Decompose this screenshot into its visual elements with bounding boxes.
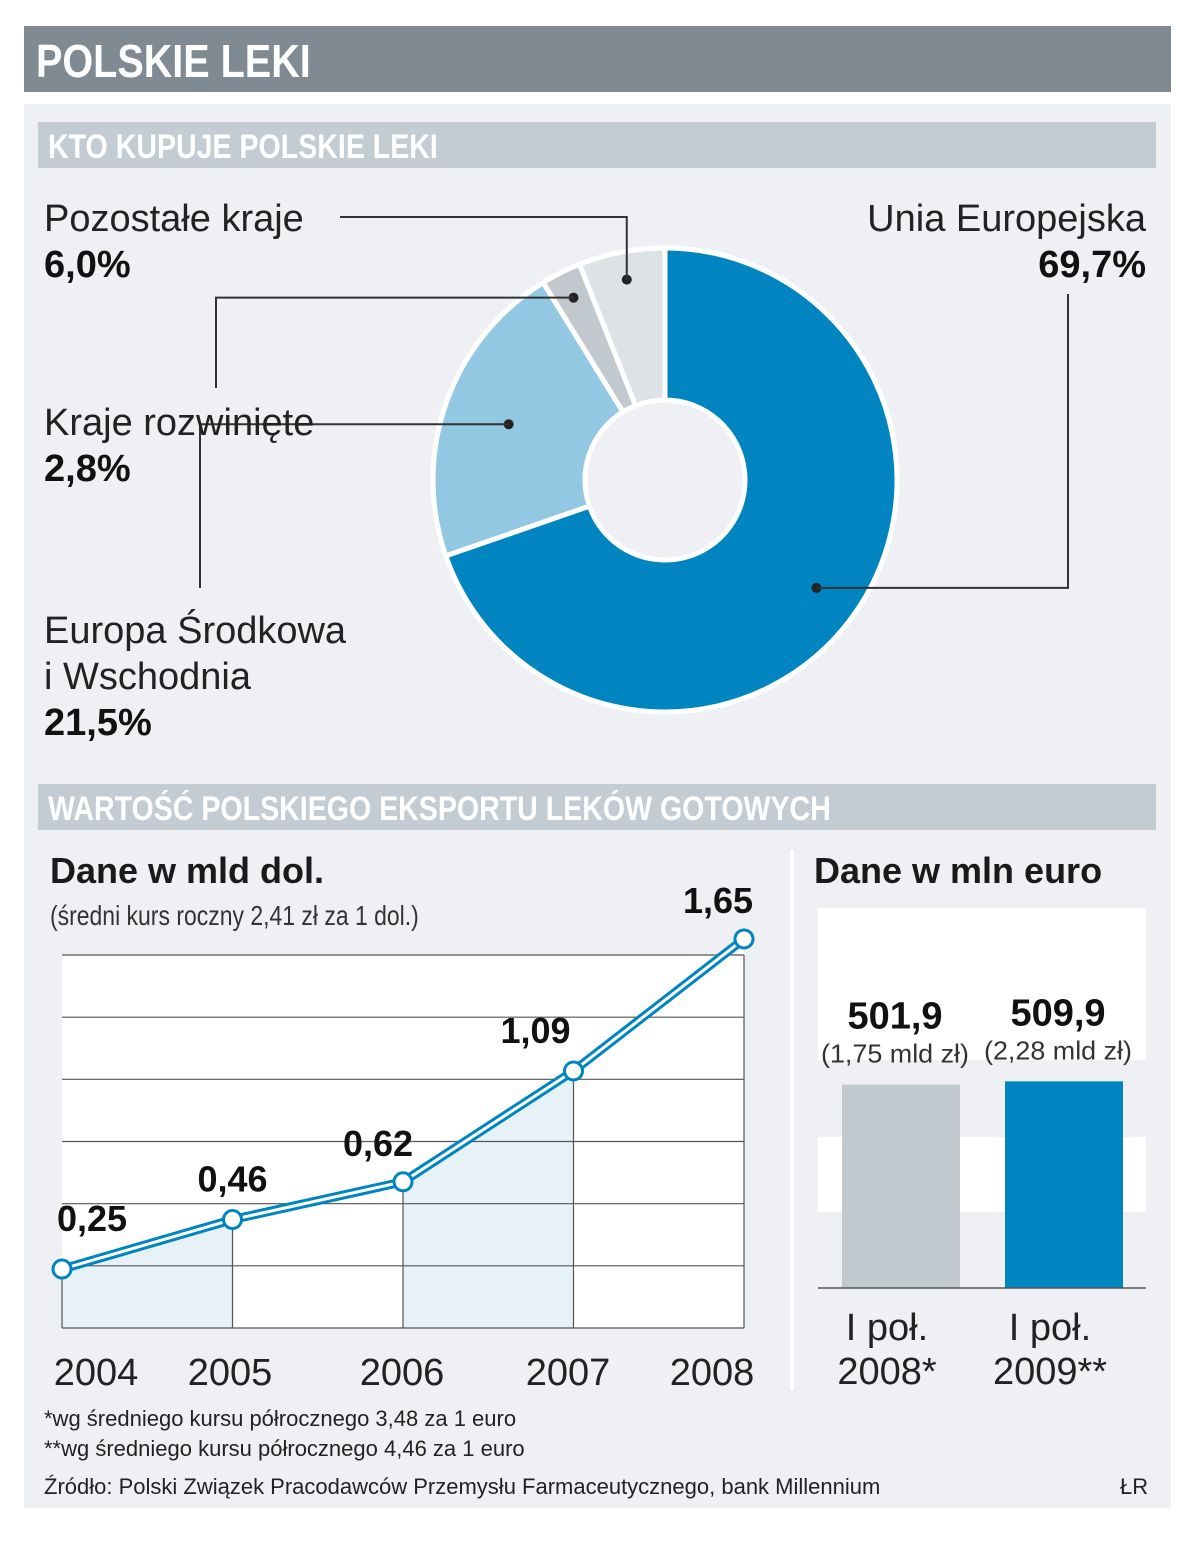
pie-value-ue: 69,7% (1038, 244, 1146, 286)
line-value-label-2007: 1,09 (500, 1010, 570, 1051)
bar-sublabel-0: (1,75 mld zł) (821, 1039, 969, 1069)
pie-label-europa-line2: i Wschodnia (44, 656, 251, 698)
pie-leader-europa (199, 423, 509, 588)
bar-category-0-line1: I poł. (846, 1307, 928, 1349)
line-value-label-2005: 0,46 (197, 1159, 267, 1200)
line-value-label-2008: 1,65 (683, 880, 753, 921)
line-point-2008 (733, 928, 755, 950)
footnote-1: *wg średniego kursu półrocznego 3,48 za … (44, 1406, 517, 1431)
line-point-2007 (563, 1060, 584, 1082)
line-area-segment-3 (573, 938, 744, 1328)
bar-0 (842, 1084, 960, 1288)
pie-value-europa: 21,5% (44, 702, 152, 744)
line-chart-title: Dane w mld dol. (50, 850, 325, 891)
line-area-segment-2 (403, 1070, 574, 1328)
line-xtick-2005: 2005 (188, 1352, 273, 1394)
bar-value-label-1: 509,9 (1010, 992, 1105, 1034)
pie-label-pozostale: Pozostałe kraje (44, 198, 304, 240)
section-bar-buyers: KTO KUPUJE POLSKIE LEKI (38, 122, 1156, 168)
bar-category-1-line2: 2009** (993, 1351, 1107, 1393)
line-point-2004 (51, 1258, 73, 1280)
bar-sublabel-1: (2,28 mld zł) (984, 1035, 1132, 1065)
pie-leader-ue (816, 294, 1069, 589)
bar-value-label-0: 501,9 (847, 996, 942, 1038)
main-title: POLSKIE LEKI (24, 26, 1171, 92)
line-area-segment-0 (62, 1219, 233, 1328)
pie-label-rozwiniete: Kraje rozwinięte (44, 402, 315, 444)
bar-category-1-line1: I poł. (1009, 1307, 1091, 1349)
bar-1 (1005, 1081, 1123, 1288)
line-point-2006 (392, 1171, 414, 1193)
pie-slice-0 (442, 245, 900, 715)
pie-slice-3 (576, 245, 668, 409)
line-xtick-2008: 2008 (670, 1352, 755, 1394)
section-title-buyers: KTO KUPUJE POLSKIE LEKI (48, 128, 438, 166)
line-xtick-2004: 2004 (54, 1352, 139, 1394)
section-title-export: WARTOŚĆ POLSKIEGO EKSPORTU LEKÓW GOTOWYC… (48, 790, 831, 828)
line-chart-subtitle: (średni kurs roczny 2,41 zł za 1 dol.) (50, 900, 419, 931)
chart-divider (790, 850, 794, 1390)
line-xtick-2006: 2006 (360, 1352, 445, 1394)
author-initials: ŁR (1120, 1474, 1149, 1499)
line-point-2005 (222, 1209, 243, 1231)
bar-chart-title: Dane w mln euro (814, 850, 1103, 891)
pie-dot-europa (503, 419, 514, 430)
source-text: Źródło: Polski Związek Pracodawców Przem… (44, 1474, 881, 1499)
pie-label-europa-line1: Europa Środkowa (44, 610, 347, 652)
pie-value-pozostale: 6,0% (44, 244, 131, 286)
pie-label-ue: Unia Europejska (867, 198, 1146, 240)
section-bar-export: WARTOŚĆ POLSKIEGO EKSPORTU LEKÓW GOTOWYC… (38, 784, 1156, 830)
pie-leader-pozostale (340, 216, 628, 280)
bar-category-0-line2: 2008* (837, 1351, 937, 1393)
line-value-label-2004: 0,25 (57, 1198, 127, 1239)
pie-leader-rozwiniete (215, 296, 574, 388)
main-title-text: POLSKIE LEKI (36, 35, 311, 87)
line-value-label-2006: 0,62 (343, 1123, 413, 1164)
line-area-segment-1 (232, 1181, 403, 1328)
pie-slice-1 (430, 279, 627, 560)
pie-value-rozwiniete: 2,8% (44, 448, 131, 490)
footnote-2: **wg średniego kursu półrocznego 4,46 za… (44, 1436, 525, 1461)
line-xtick-2007: 2007 (526, 1352, 611, 1394)
